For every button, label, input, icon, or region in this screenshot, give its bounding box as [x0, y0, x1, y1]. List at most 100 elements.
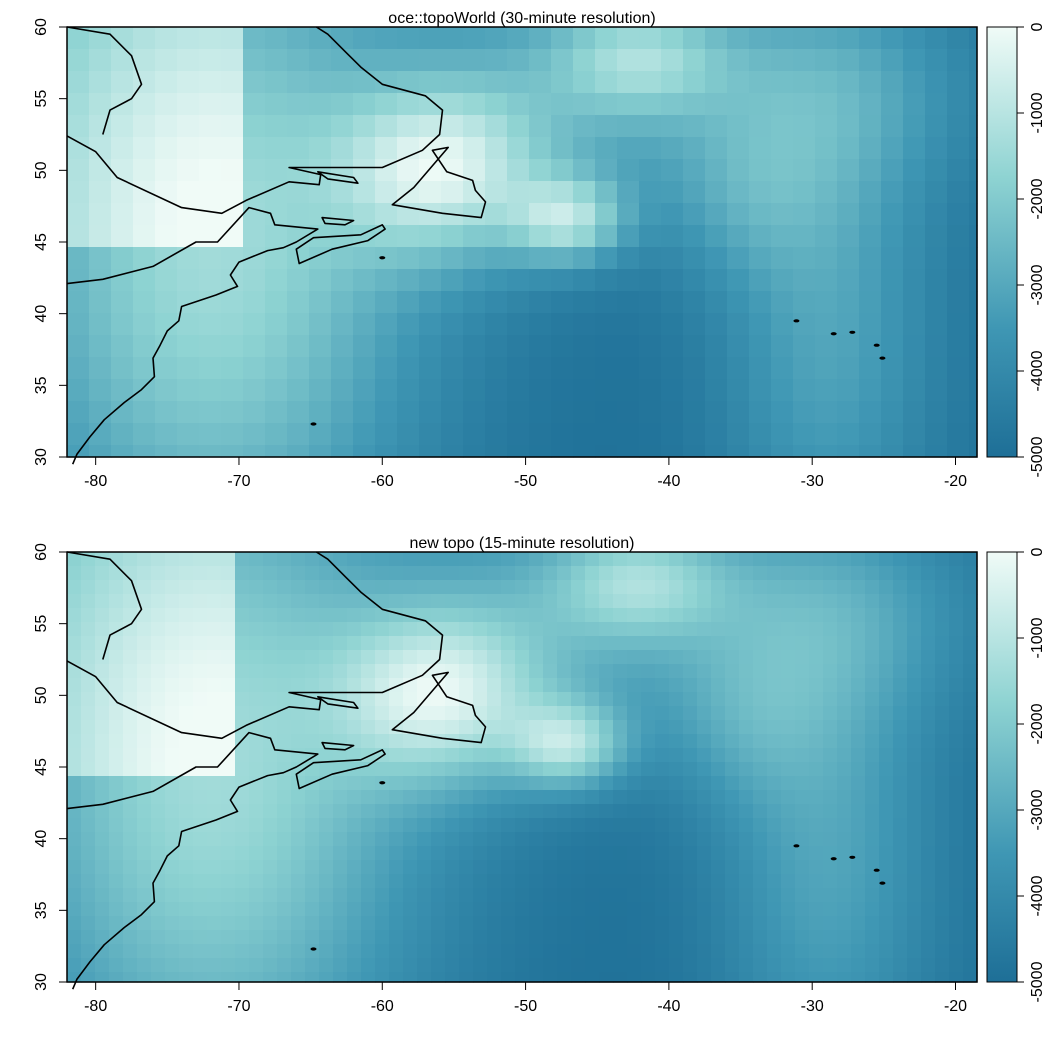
bathymetry-cell [963, 944, 978, 959]
bathymetry-cell [529, 860, 544, 875]
bathymetry-cell [543, 720, 558, 735]
bathymetry-cell [781, 678, 796, 693]
bathymetry-cell [123, 762, 138, 777]
bathymetry-cell [347, 664, 362, 679]
bathymetry-cell [287, 335, 310, 358]
bathymetry-cell [571, 706, 586, 721]
bathymetry-cell [573, 225, 596, 248]
bathymetry-cell [441, 93, 464, 116]
bathymetry-cell [291, 594, 306, 609]
bathymetry-cell [287, 313, 310, 336]
bathymetry-cell [319, 748, 334, 763]
bathymetry-cell [749, 247, 772, 270]
bathymetry-cell [851, 832, 866, 847]
bathymetry-cell [463, 269, 486, 292]
bathymetry-cell [851, 916, 866, 931]
bathymetry-cell [641, 860, 656, 875]
bathymetry-cell [375, 401, 398, 424]
bathymetry-cell [193, 636, 208, 651]
bathymetry-cell [319, 762, 334, 777]
bathymetry-cell [221, 860, 236, 875]
bathymetry-cell [265, 445, 288, 458]
bathymetry-cell [921, 846, 936, 861]
bathymetry-cell [179, 860, 194, 875]
bathymetry-cell [969, 445, 978, 458]
bathymetry-cell [165, 902, 180, 917]
bathymetry-cell [515, 692, 530, 707]
bathymetry-cell [613, 874, 628, 889]
bathymetry-cell [571, 720, 586, 735]
bathymetry-cell [333, 846, 348, 861]
bathymetry-cell [109, 664, 124, 679]
bathymetry-cell [165, 832, 180, 847]
bathymetry-cell [793, 335, 816, 358]
bathymetry-cell [277, 804, 292, 819]
bathymetry-cell [949, 622, 964, 637]
bathymetry-cell [515, 706, 530, 721]
bathymetry-cell [501, 678, 516, 693]
bathymetry-cell [417, 636, 432, 651]
bathymetry-cell [727, 357, 750, 380]
bathymetry-cell [375, 357, 398, 380]
bathymetry-cell [725, 734, 740, 749]
bathymetry-cell [683, 860, 698, 875]
bathymetry-cell [207, 916, 222, 931]
bathymetry-cell [599, 664, 614, 679]
bathymetry-cell [781, 664, 796, 679]
bathymetry-cell [165, 972, 180, 983]
bathymetry-cell [617, 203, 640, 226]
colorbar-tick-label: -5000 [1029, 436, 1046, 477]
bathymetry-cell [823, 762, 838, 777]
bathymetry-cell [683, 706, 698, 721]
bathymetry-cell [711, 608, 726, 623]
bathymetry-cell [291, 916, 306, 931]
bathymetry-cell [921, 636, 936, 651]
bathymetry-cell [599, 608, 614, 623]
bathymetry-cell [837, 776, 852, 791]
bathymetry-cell [263, 804, 278, 819]
bathymetry-cell [585, 930, 600, 945]
bathymetry-cell [431, 692, 446, 707]
bathymetry-cell [725, 972, 740, 983]
bathymetry-cell [463, 159, 486, 182]
bathymetry-cell [815, 137, 838, 160]
bathymetry-cell [95, 594, 110, 609]
bathymetry-cell [837, 181, 860, 204]
bathymetry-cell [903, 181, 926, 204]
bathymetry-cell [573, 445, 596, 458]
bathymetry-cell [711, 860, 726, 875]
bathymetry-cell [333, 650, 348, 665]
bathymetry-cell [599, 552, 614, 567]
bathymetry-cell [207, 860, 222, 875]
bathymetry-cell [793, 269, 816, 292]
bathymetry-cell [921, 608, 936, 623]
bathymetry-cell [221, 93, 244, 116]
bathymetry-cell [473, 972, 488, 983]
bathymetry-cell [585, 790, 600, 805]
bathymetry-cell [613, 706, 628, 721]
bathymetry-cell [949, 734, 964, 749]
bathymetry-cell [95, 804, 110, 819]
bathymetry-cell [893, 692, 908, 707]
bathymetry-cell [459, 972, 474, 983]
bathymetry-cell [865, 734, 880, 749]
bathymetry-cell [221, 445, 244, 458]
bathymetry-cell [375, 181, 398, 204]
bathymetry-cell [89, 313, 112, 336]
bathymetry-cell [291, 902, 306, 917]
y-tick-label: 35 [33, 901, 50, 919]
bathymetry-cell [907, 846, 922, 861]
bathymetry-cell [683, 664, 698, 679]
bathymetry-cell [111, 137, 134, 160]
bathymetry-cell [767, 706, 782, 721]
bathymetry-cell [865, 636, 880, 651]
bathymetry-cell [235, 790, 250, 805]
bathymetry-cell [823, 930, 838, 945]
bathymetry-cell [89, 401, 112, 424]
bathymetry-cell [921, 650, 936, 665]
bathymetry-cell [277, 636, 292, 651]
bathymetry-cell [199, 137, 222, 160]
bathymetry-cell [445, 804, 460, 819]
bathymetry-cell [739, 720, 754, 735]
bathymetry-cell [879, 734, 894, 749]
